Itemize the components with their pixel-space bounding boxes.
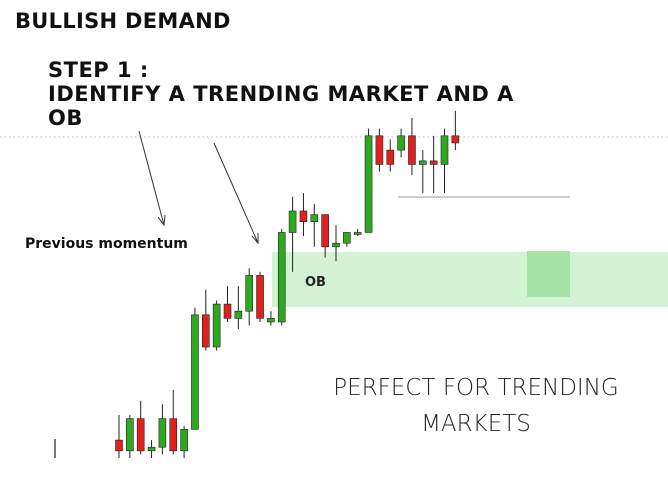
candle-body bbox=[212, 303, 221, 348]
candle-body bbox=[408, 135, 416, 165]
candle-body bbox=[429, 160, 438, 165]
candle-body bbox=[202, 314, 210, 348]
candle-30 bbox=[429, 135, 438, 194]
candle-body bbox=[223, 303, 232, 319]
candle-25 bbox=[375, 128, 384, 172]
candle-body bbox=[332, 242, 340, 248]
ob-label: OB bbox=[305, 275, 326, 290]
candle-22 bbox=[343, 232, 351, 247]
candle-23 bbox=[353, 228, 362, 237]
ob-highlight-box bbox=[527, 251, 570, 297]
previous-momentum-label: Previous momentum bbox=[25, 236, 188, 252]
candle-body bbox=[256, 275, 264, 319]
candle-body bbox=[353, 232, 362, 235]
candle-4 bbox=[147, 440, 156, 458]
candle-body bbox=[191, 314, 199, 430]
candle-12 bbox=[234, 286, 243, 330]
candle-21 bbox=[332, 225, 340, 262]
candle-17 bbox=[288, 196, 297, 272]
candle-body bbox=[288, 210, 297, 233]
candle-5 bbox=[158, 404, 167, 455]
candle-24 bbox=[364, 128, 373, 233]
candle-body bbox=[375, 135, 384, 165]
candle-body bbox=[245, 275, 253, 312]
candle-3 bbox=[136, 400, 145, 455]
candle-11 bbox=[223, 286, 232, 322]
candle-body bbox=[364, 135, 373, 233]
ob-zone bbox=[272, 252, 668, 307]
candle-body bbox=[299, 210, 308, 223]
candle-body bbox=[267, 318, 275, 323]
candle-27 bbox=[397, 128, 405, 158]
candle-14 bbox=[256, 271, 264, 322]
candle-body bbox=[310, 214, 319, 223]
candle-body bbox=[126, 418, 134, 452]
candle-body bbox=[180, 429, 188, 452]
candle-9 bbox=[202, 289, 210, 351]
candle-body bbox=[386, 149, 395, 165]
candle-2 bbox=[126, 415, 134, 458]
candle-29 bbox=[418, 150, 427, 194]
candle-body bbox=[451, 135, 460, 144]
candle-7 bbox=[180, 425, 188, 458]
candle-26 bbox=[386, 139, 395, 172]
candle-18 bbox=[299, 193, 308, 237]
page-title: BULLISH DEMAND bbox=[15, 9, 231, 33]
candle-32 bbox=[451, 110, 460, 151]
candle-body bbox=[136, 418, 145, 452]
candle-body bbox=[234, 310, 243, 319]
candle-31 bbox=[440, 128, 449, 194]
arrow-1 bbox=[138, 130, 166, 227]
candle-body bbox=[115, 439, 123, 452]
candle-28 bbox=[408, 117, 416, 176]
candle-body bbox=[169, 418, 178, 452]
step-heading: STEP 1 : IDENTIFY A TRENDING MARKET AND … bbox=[48, 58, 514, 130]
candle-19 bbox=[310, 203, 319, 247]
candle-body bbox=[440, 135, 449, 165]
candles-group bbox=[115, 110, 460, 458]
perfect-caption: PERFECT FOR TRENDING MARKETS bbox=[333, 375, 619, 437]
candle-body bbox=[321, 214, 329, 248]
candle-8 bbox=[191, 307, 199, 430]
candle-13 bbox=[245, 268, 253, 326]
candle-15 bbox=[267, 311, 275, 326]
candle-20 bbox=[321, 214, 329, 258]
candle-body bbox=[147, 446, 156, 452]
candle-body bbox=[158, 418, 167, 448]
candle-body bbox=[418, 160, 427, 165]
candle-body bbox=[343, 232, 351, 244]
candle-1 bbox=[115, 415, 123, 458]
candle-body bbox=[277, 232, 286, 323]
candle-body bbox=[397, 135, 405, 151]
arrow-2 bbox=[213, 142, 259, 245]
candle-16 bbox=[277, 228, 286, 326]
candle-6 bbox=[169, 389, 178, 455]
candle-10 bbox=[212, 300, 221, 351]
